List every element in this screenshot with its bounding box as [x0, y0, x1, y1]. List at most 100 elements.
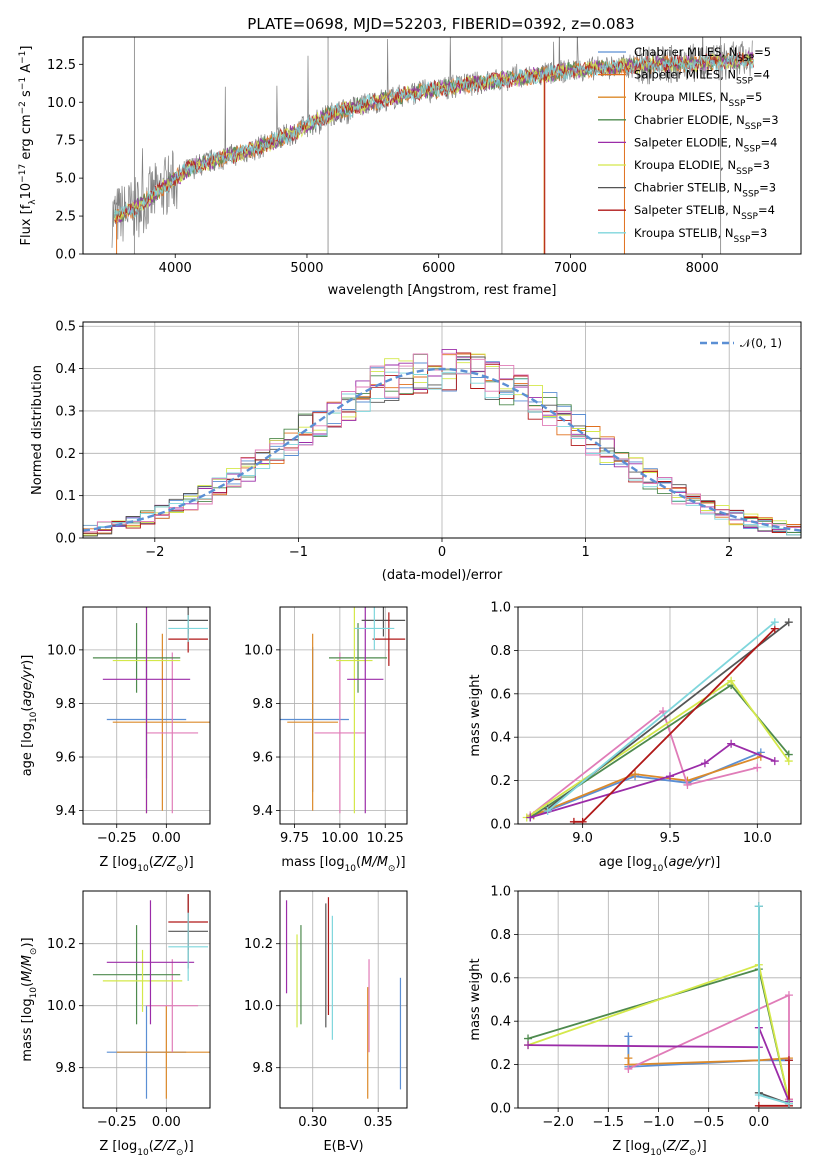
- x-tick-label: −0.5: [693, 1115, 725, 1130]
- x-tick-label: 9.0: [572, 831, 593, 846]
- series-line: [547, 621, 776, 812]
- y-tick-label: 10.0: [47, 96, 76, 111]
- plot-area: [524, 902, 793, 1108]
- series-point-marker: [754, 902, 763, 911]
- y-tick-label: 9.4: [252, 804, 273, 819]
- legend-entry: Salpeter MILES, NSSP=4: [634, 68, 770, 87]
- y-tick-label: 0.6: [490, 971, 511, 986]
- y-tick-label: 9.6: [252, 751, 273, 766]
- x-tick-label: 0.00: [152, 831, 181, 846]
- series-point-marker: [578, 817, 587, 824]
- series-point-marker: [569, 817, 578, 824]
- legend-entry: Salpeter ELODIE, NSSP=4: [634, 135, 777, 154]
- axes-frame: [517, 890, 802, 1109]
- series-point-marker: [754, 1090, 763, 1099]
- y-tick-label: 0.5: [55, 320, 76, 335]
- plot-area: [522, 618, 793, 824]
- x-tick-label: −2.0: [542, 1115, 574, 1130]
- series-point-marker: [683, 780, 692, 789]
- legend-entry: Kroupa MILES, NSSP=5: [634, 90, 762, 109]
- histogram-step-line: [83, 371, 801, 536]
- y-tick-label: 9.8: [252, 697, 273, 712]
- y-tick-label: 10.0: [47, 643, 76, 658]
- y-tick-label: 0.4: [490, 1015, 511, 1030]
- x-tick-label: 5000: [290, 261, 323, 276]
- y-tick-label: 0.0: [490, 1102, 511, 1117]
- x-tick-label: 2: [725, 545, 733, 560]
- series-point-marker: [770, 618, 779, 627]
- y-tick-label: 0.0: [55, 532, 76, 547]
- x-tick-label: −1.0: [643, 1115, 675, 1130]
- legend-entry: Kroupa ELODIE, NSSP=3: [634, 158, 770, 177]
- y-tick-label: 0.6: [490, 687, 511, 702]
- axes-frame: [82, 890, 211, 1109]
- series-line: [573, 628, 776, 823]
- y-tick-label: 0.8: [490, 928, 511, 943]
- y-axis-label: mass weight: [468, 674, 483, 756]
- series-point-marker: [784, 1056, 793, 1065]
- series-point-marker: [526, 813, 535, 822]
- y-tick-label: 0.2: [490, 1058, 511, 1073]
- series-point-marker: [727, 676, 736, 685]
- x-tick-label: 7000: [554, 261, 587, 276]
- x-tick-label: 1: [581, 545, 589, 560]
- y-tick-label: 10.0: [47, 999, 76, 1014]
- model-spectrum-line: [114, 52, 754, 219]
- x-tick-label: −1: [289, 545, 308, 560]
- series-line: [758, 906, 790, 1105]
- x-axis-label: mass [log10(M/M⊙)]: [281, 855, 405, 874]
- x-tick-label: 10.0: [743, 831, 772, 846]
- y-axis-label: Normed distribution: [30, 365, 45, 495]
- y-tick-label: 9.8: [252, 1061, 273, 1076]
- y-tick-label: 0.4: [490, 731, 511, 746]
- plot-area: [111, 37, 754, 254]
- y-tick-label: 0.2: [55, 447, 76, 462]
- y-tick-label: 12.5: [47, 58, 76, 73]
- figure-title: PLATE=0698, MJD=52203, FIBERID=0392, z=0…: [247, 15, 634, 33]
- x-tick-label: 0.00: [152, 1115, 181, 1130]
- series-point-marker: [524, 1041, 533, 1050]
- x-tick-label: 6000: [422, 261, 455, 276]
- y-tick-label: 7.5: [55, 134, 76, 149]
- chart-spectrum: 4000 5000 6000 7000 8000 0.0 2.5 5.0 7.5 10.0 12.5…: [18, 36, 802, 298]
- series-point-marker: [658, 707, 667, 716]
- y-axis-label: mass weight: [468, 958, 483, 1040]
- legend-entry: Chabrier MILES, NSSP=5: [634, 45, 771, 64]
- x-tick-label: −1.5: [593, 1115, 625, 1130]
- y-axis-label: mass [log10(M/M⊙)]: [20, 937, 39, 1061]
- plot-area: [92, 607, 210, 814]
- series-point-marker: [770, 757, 779, 766]
- y-tick-label: 10.0: [244, 643, 273, 658]
- legend-entry: Chabrier STELIB, NSSP=3: [634, 181, 776, 200]
- series-point-marker: [784, 991, 793, 1000]
- axes-frame: [517, 606, 802, 825]
- y-tick-label: 9.8: [55, 1061, 76, 1076]
- y-tick-label: 9.8: [55, 697, 76, 712]
- y-tick-label: 2.5: [55, 210, 76, 225]
- y-axis-label: age [log10(age/yr)]: [20, 655, 39, 777]
- y-tick-label: 0.0: [490, 818, 511, 833]
- series-point-marker: [624, 1064, 633, 1073]
- legend-entry: 𝒩(0, 1): [740, 336, 782, 350]
- series-point-marker: [753, 763, 762, 772]
- x-tick-label: −2: [145, 545, 164, 560]
- chart-age-vs-mass: 9.75 10.00 10.25 9.4 9.6 9.8 10.0 mass [log10(M…: [244, 606, 408, 874]
- x-tick-label: 0.30: [298, 1115, 327, 1130]
- series-point-marker: [784, 618, 793, 627]
- axes-frame: [82, 321, 802, 539]
- series-point-marker: [727, 739, 736, 748]
- plot-area: [83, 348, 801, 537]
- series-point-marker: [784, 1099, 793, 1108]
- y-tick-label: 5.0: [55, 172, 76, 187]
- chart-mass-vs-ebv: 0.30 0.35 9.8 10.0 10.2 E(B-V): [244, 890, 408, 1154]
- plot-area: [280, 607, 406, 814]
- x-tick-label: −0.25: [97, 831, 137, 846]
- x-axis-label: E(B-V): [323, 1139, 363, 1154]
- x-tick-label: 0: [438, 545, 446, 560]
- y-tick-label: 10.2: [244, 937, 273, 952]
- y-tick-label: 9.6: [55, 751, 76, 766]
- axes-frame: [279, 890, 408, 1109]
- x-axis-label: (data-model)/error: [382, 568, 503, 583]
- normal-curve-line: [83, 367, 801, 532]
